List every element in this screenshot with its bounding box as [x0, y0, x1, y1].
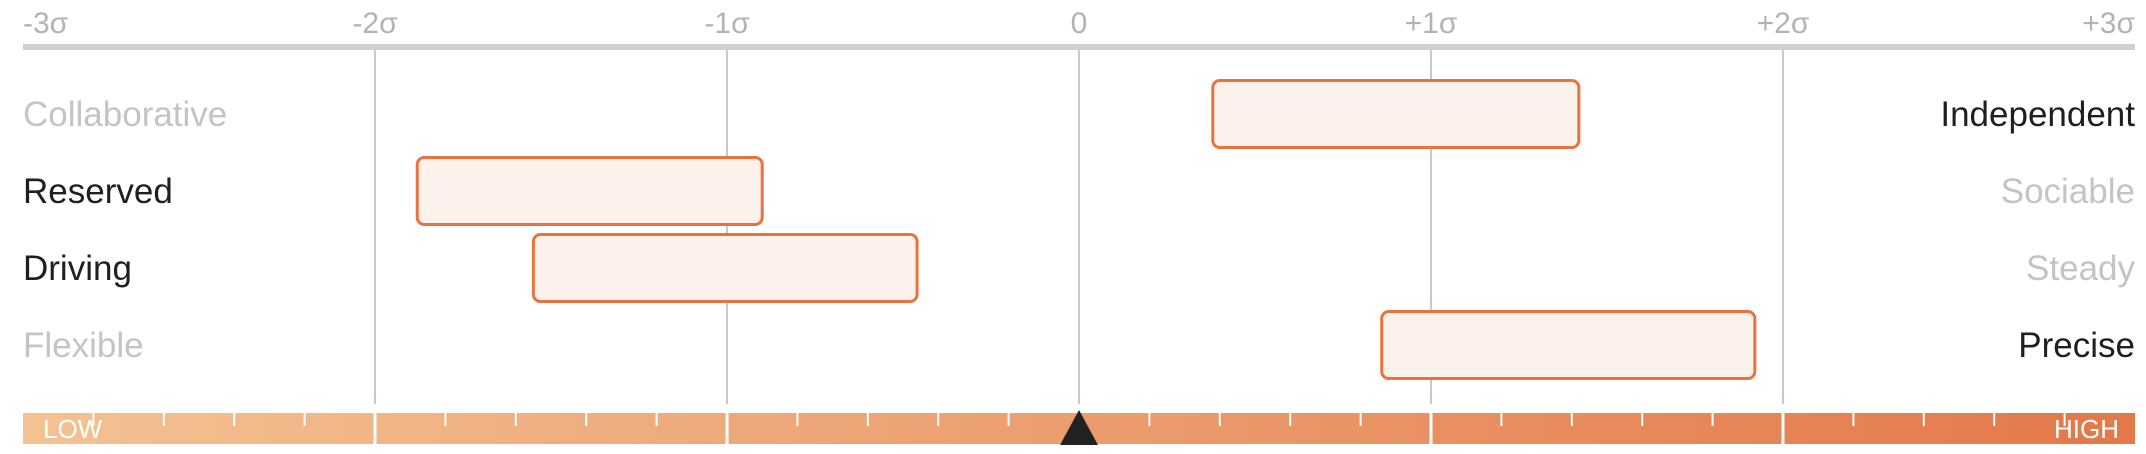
- tick-label: +1σ: [1405, 7, 1458, 40]
- tick-label: +3σ: [2082, 7, 2135, 40]
- scale-high-label: HIGH: [2054, 414, 2119, 444]
- trait-range-bar: [531, 233, 919, 303]
- tick-label: +2σ: [1757, 7, 1810, 40]
- trait-left-label: Driving: [23, 249, 132, 288]
- trait-range-bar: [1380, 310, 1757, 380]
- trait-range-bar: [1211, 79, 1581, 149]
- trait-rows: Collaborative Independent Reserved Sociable…: [23, 79, 2135, 380]
- trait-right-label: Independent: [1940, 95, 2135, 134]
- tick-labels: -3σ -2σ -1σ 0 +1σ +2σ +3σ: [23, 7, 2135, 40]
- tick-label: -3σ: [23, 7, 69, 40]
- trait-left-label: Flexible: [23, 326, 144, 365]
- trait-range-bar: [415, 156, 764, 226]
- trait-right-label: Sociable: [2001, 172, 2135, 211]
- scale-low-label: LOW: [43, 414, 103, 444]
- tick-label: -2σ: [352, 7, 398, 40]
- scale-bar: LOW HIGH: [23, 410, 2135, 445]
- tick-label: -1σ: [704, 7, 750, 40]
- trait-left-label: Collaborative: [23, 95, 227, 134]
- trait-right-label: Precise: [2018, 326, 2135, 365]
- scale-marker: [1060, 410, 1098, 445]
- tick-label: 0: [1071, 7, 1088, 40]
- trait-left-label: Reserved: [23, 172, 173, 211]
- trait-right-label: Steady: [2026, 249, 2135, 288]
